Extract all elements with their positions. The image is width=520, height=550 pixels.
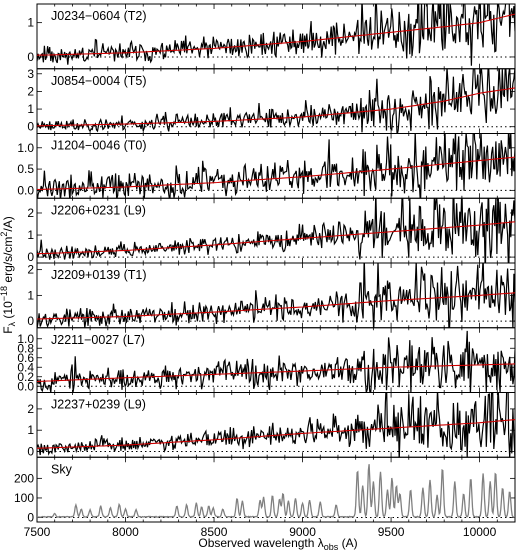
y-axis-label-sq: 2 (0, 232, 9, 237)
y-tick-label: 0.4 (17, 360, 34, 374)
panel-title: J0854−0004 (T5) (51, 74, 147, 88)
panel-plot-area (37, 133, 515, 199)
x-axis-label-main: Observed wavelength λ (198, 536, 323, 550)
y-tick-label: 0 (27, 444, 34, 458)
y-tick-label: 0.8 (17, 341, 34, 355)
observed-spectrum (37, 4, 515, 66)
panel-plot-area (37, 4, 515, 66)
y-tick-label: 2 (27, 263, 34, 277)
panel-4: 0 1 2 J2209+0139 (T1) (27, 262, 516, 329)
y-axis-label-mid: (10 (1, 301, 15, 322)
y-axis-label-units: erg/s/cm (1, 237, 15, 286)
y-tick-label: 0 (27, 511, 34, 525)
panel-0: 0 1 J0234−0604 (T2) (27, 3, 516, 70)
panel-plot-area (37, 198, 515, 263)
observed-spectrum (37, 263, 515, 328)
model-spectrum (37, 419, 515, 449)
x-axis-label: Observed wavelength λobs (A) (198, 536, 357, 550)
panel-frame (36, 456, 516, 523)
panel-title: J2211−0027 (L7) (51, 333, 145, 347)
panel-plot-area (37, 330, 515, 393)
y-tick-label: 0.2 (17, 370, 34, 384)
x-tick-label: 9500 (378, 525, 405, 539)
panel-title: J2209+0139 (T1) (51, 268, 147, 282)
x-tick-label: 7500 (24, 525, 51, 539)
y-tick-label: 1.0 (17, 141, 34, 155)
panel-title: J2237+0239 (L9) (51, 398, 146, 412)
panel-1: 0 1 2 3 J0854−0004 (T5) (27, 67, 516, 134)
y-tick-label: 2 (27, 206, 34, 220)
y-tick-label: 2 (27, 84, 34, 98)
y-tick-label: 0 (27, 50, 34, 64)
model-spectrum (37, 87, 515, 127)
y-tick-label: 1 (27, 423, 34, 437)
y-tick-label: 0.5 (17, 162, 34, 176)
y-tick-label: 0.0 (17, 183, 34, 197)
panel-7: 0 100 200 Sky (14, 456, 516, 525)
model-spectrum (37, 363, 515, 383)
model-spectrum (37, 221, 515, 255)
observed-spectrum (37, 68, 515, 134)
y-tick-label: 0.6 (17, 351, 34, 365)
model-spectrum (37, 156, 515, 191)
x-tick-label: 10000 (463, 525, 497, 539)
panel-plot-area (37, 263, 515, 328)
y-tick-label: 2 (27, 402, 34, 416)
y-tick-label: 100 (14, 491, 34, 505)
y-tick-label: 1 (27, 228, 34, 242)
y-axis-label-exp: −18 (0, 286, 9, 301)
panel-title: J0234−0604 (T2) (51, 9, 147, 23)
panel-plot-area (37, 68, 515, 134)
panel-plot-area (37, 392, 515, 458)
panel-2: 0.0 0.5 1.0 J1204−0046 (T0) (17, 133, 516, 199)
panel-6: 0 1 2 J2237+0239 (L9) (27, 392, 516, 458)
y-tick-label: 1 (27, 16, 34, 30)
model-spectrum (37, 292, 515, 320)
x-axis-label-sub: obs (324, 542, 339, 550)
x-axis: 7500 8000 8500 9000 9500 10000 (24, 525, 497, 539)
x-axis-label-unit: (A) (338, 536, 357, 550)
y-axis-label-tail: /A) (1, 216, 15, 231)
y-tick-label: 1 (27, 288, 34, 302)
y-tick-label: 0 (27, 250, 34, 264)
y-tick-label: 1.0 (17, 332, 34, 346)
y-tick-label: 0 (27, 120, 34, 134)
sky-spectrum (37, 464, 515, 519)
x-tick-label: 8000 (112, 525, 139, 539)
panel-title: J2206+0231 (L9) (51, 203, 146, 217)
y-tick-label: 200 (14, 471, 34, 485)
observed-spectrum (37, 330, 515, 393)
y-axis-label-lambda: λ (7, 321, 17, 326)
y-axis-label-f: F (1, 326, 15, 333)
panel-5: 0.00.20.40.60.81.0 J2211−0027 (L7) (17, 327, 516, 393)
y-tick-label: 0 (27, 314, 34, 328)
y-axis-label: Fλ (10−18 erg/s/cm2/A) (0, 216, 17, 334)
x-tick-label: 9000 (289, 525, 316, 539)
panel-title: Sky (51, 462, 73, 476)
x-tick-label: 8500 (201, 525, 228, 539)
model-spectrum (37, 13, 515, 56)
panel-plot-area (37, 464, 515, 519)
panel-title: J1204−0046 (T0) (51, 139, 147, 153)
observed-spectrum (37, 198, 515, 263)
panel-3: 0 1 2 J2206+0231 (L9) (27, 197, 516, 264)
y-tick-label: 0.0 (17, 379, 34, 393)
y-tick-label: 3 (27, 67, 34, 81)
y-tick-label: 1 (27, 102, 34, 116)
